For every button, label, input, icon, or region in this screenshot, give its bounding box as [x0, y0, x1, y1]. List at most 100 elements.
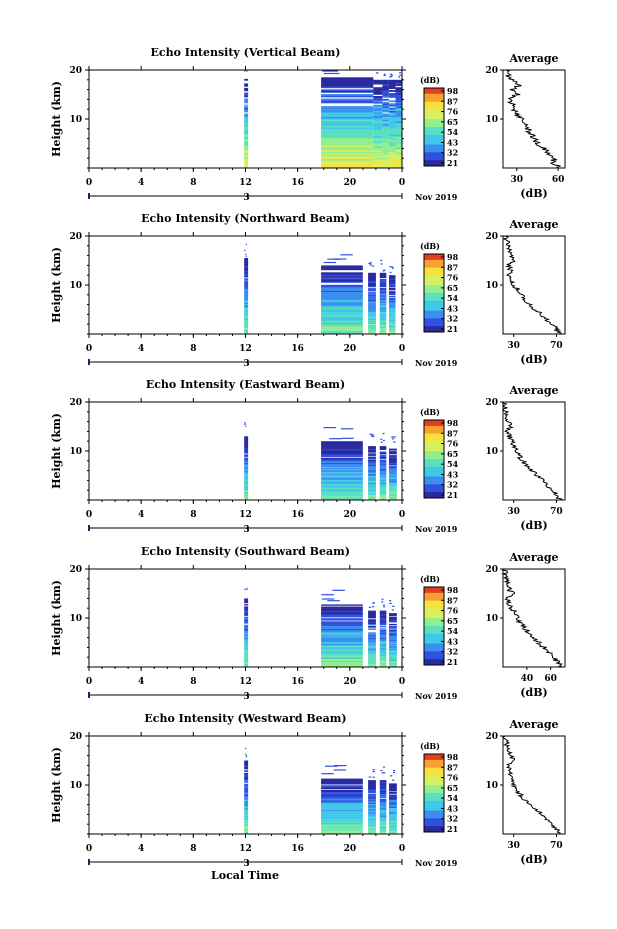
- heatmap-cell: [244, 163, 249, 166]
- heatmap-cell: [368, 622, 376, 625]
- heatmap-cell: [368, 285, 376, 287]
- heatmap-cell: [382, 143, 389, 145]
- heatmap-cell: [383, 772, 386, 774]
- heatmap-cell: [321, 613, 363, 616]
- colorbar-cell: [424, 661, 444, 664]
- heatmap-cell: [379, 470, 387, 472]
- heatmap-cell: [389, 484, 397, 486]
- heatmap-cell: [244, 78, 249, 81]
- colorbar-cell: [424, 781, 444, 784]
- colorbar-frame: [423, 586, 445, 666]
- heatmap-cell: [321, 464, 363, 466]
- heatmap-cell: [244, 446, 249, 449]
- heatmap-cell: [389, 824, 397, 826]
- heatmap-cell: [244, 490, 249, 492]
- heatmap-cell: [379, 622, 387, 625]
- colorbar-cell: [424, 281, 444, 284]
- heatmap-cell: [373, 129, 383, 132]
- heatmap-cell: [244, 70, 246, 72]
- heatmap-cell: [382, 87, 389, 89]
- heatmap-cell: [395, 91, 402, 94]
- heatmap-cell: [379, 781, 387, 783]
- heatmap-cell: [321, 813, 363, 815]
- heatmap-cell: [389, 310, 396, 312]
- heatmap-cell: [381, 598, 384, 600]
- heatmap-cell: [389, 644, 397, 646]
- colorbar-frame: [423, 87, 445, 167]
- colorbar-cell: [424, 263, 444, 267]
- heatmap-cell: [321, 441, 363, 443]
- heatmap-cell: [244, 657, 249, 660]
- heatmap-cell: [382, 154, 389, 157]
- heatmap-cell: [389, 457, 397, 459]
- colorbar-cell: [424, 285, 444, 288]
- heatmap-cell: [368, 308, 376, 310]
- heatmap-cell: [321, 655, 363, 657]
- heatmap-cell: [371, 265, 374, 267]
- heatmap-cell: [389, 805, 397, 807]
- heatmap-cell: [382, 163, 389, 166]
- heatmap-cell: [379, 310, 387, 312]
- heatmap-cell: [244, 280, 249, 283]
- heatmap-cell: [389, 632, 397, 634]
- heatmap-cell: [368, 495, 376, 497]
- colorbar-tick-label: 65: [447, 783, 458, 793]
- heatmap-cell: [368, 453, 376, 455]
- heatmap-cell: [321, 450, 363, 452]
- heatmap-cell: [368, 290, 376, 292]
- heatmap-cell: [379, 290, 387, 292]
- heatmap-cell: [321, 453, 363, 456]
- heatmap-cell: [389, 803, 397, 805]
- heatmap-cell: [379, 785, 387, 787]
- heatmap-cell: [368, 303, 376, 305]
- heatmap-cell: [389, 828, 397, 830]
- heatmap-cell: [321, 497, 363, 499]
- heatmap-cell: [321, 461, 363, 464]
- heatmap-cell: [379, 812, 387, 814]
- heatmap-cell: [321, 629, 363, 632]
- heatmap-cell: [395, 140, 402, 142]
- heatmap-cell: [244, 436, 249, 438]
- heatmap-cell: [382, 115, 389, 117]
- heatmap-cell: [244, 269, 249, 271]
- heatmap-cell: [244, 656, 249, 659]
- heatmap-cell: [379, 618, 387, 620]
- heatmap-cell: [379, 467, 387, 469]
- heatmap-cell: [244, 130, 249, 132]
- heatmap-cell: [382, 116, 389, 119]
- heatmap-cell: [389, 85, 396, 88]
- colorbar-cell: [424, 608, 444, 611]
- heatmap-cell: [389, 647, 397, 649]
- heatmap-cell: [321, 788, 363, 790]
- heatmap-cell: [389, 460, 397, 462]
- heatmap-cell: [244, 160, 249, 163]
- heatmap-cell: [382, 88, 389, 91]
- heatmap-cell: [244, 638, 249, 640]
- heatmap-cell: [244, 463, 249, 466]
- colorbar-cell: [424, 283, 444, 286]
- colorbar-cell: [424, 302, 444, 306]
- heatmap-cell: [321, 483, 363, 485]
- heatmap-cell: [379, 451, 387, 453]
- heatmap-cell: [321, 482, 363, 484]
- colorbar-cell: [424, 433, 444, 436]
- heatmap-cell: [244, 260, 249, 263]
- heatmap-cell: [327, 600, 340, 602]
- heatmap-cell: [368, 304, 376, 306]
- heatmap-cell: [389, 277, 396, 279]
- colorbar-cell: [424, 773, 444, 776]
- heatmap-cell: [382, 145, 389, 148]
- heatmap-cell: [389, 634, 397, 636]
- heatmap-cell: [395, 110, 402, 113]
- heatmap-cell: [373, 147, 383, 150]
- heatmap-cell: [389, 113, 396, 116]
- heatmap-cell: [244, 154, 249, 157]
- heatmap-cell: [244, 660, 249, 662]
- heatmap-cell: [379, 832, 387, 834]
- heatmap-cell: [382, 160, 389, 163]
- heatmap-cell: [389, 292, 396, 295]
- heatmap-cell: [373, 128, 383, 131]
- heatmap-cell: [244, 323, 249, 326]
- heatmap-cell: [379, 472, 387, 474]
- heatmap-cell: [395, 128, 402, 131]
